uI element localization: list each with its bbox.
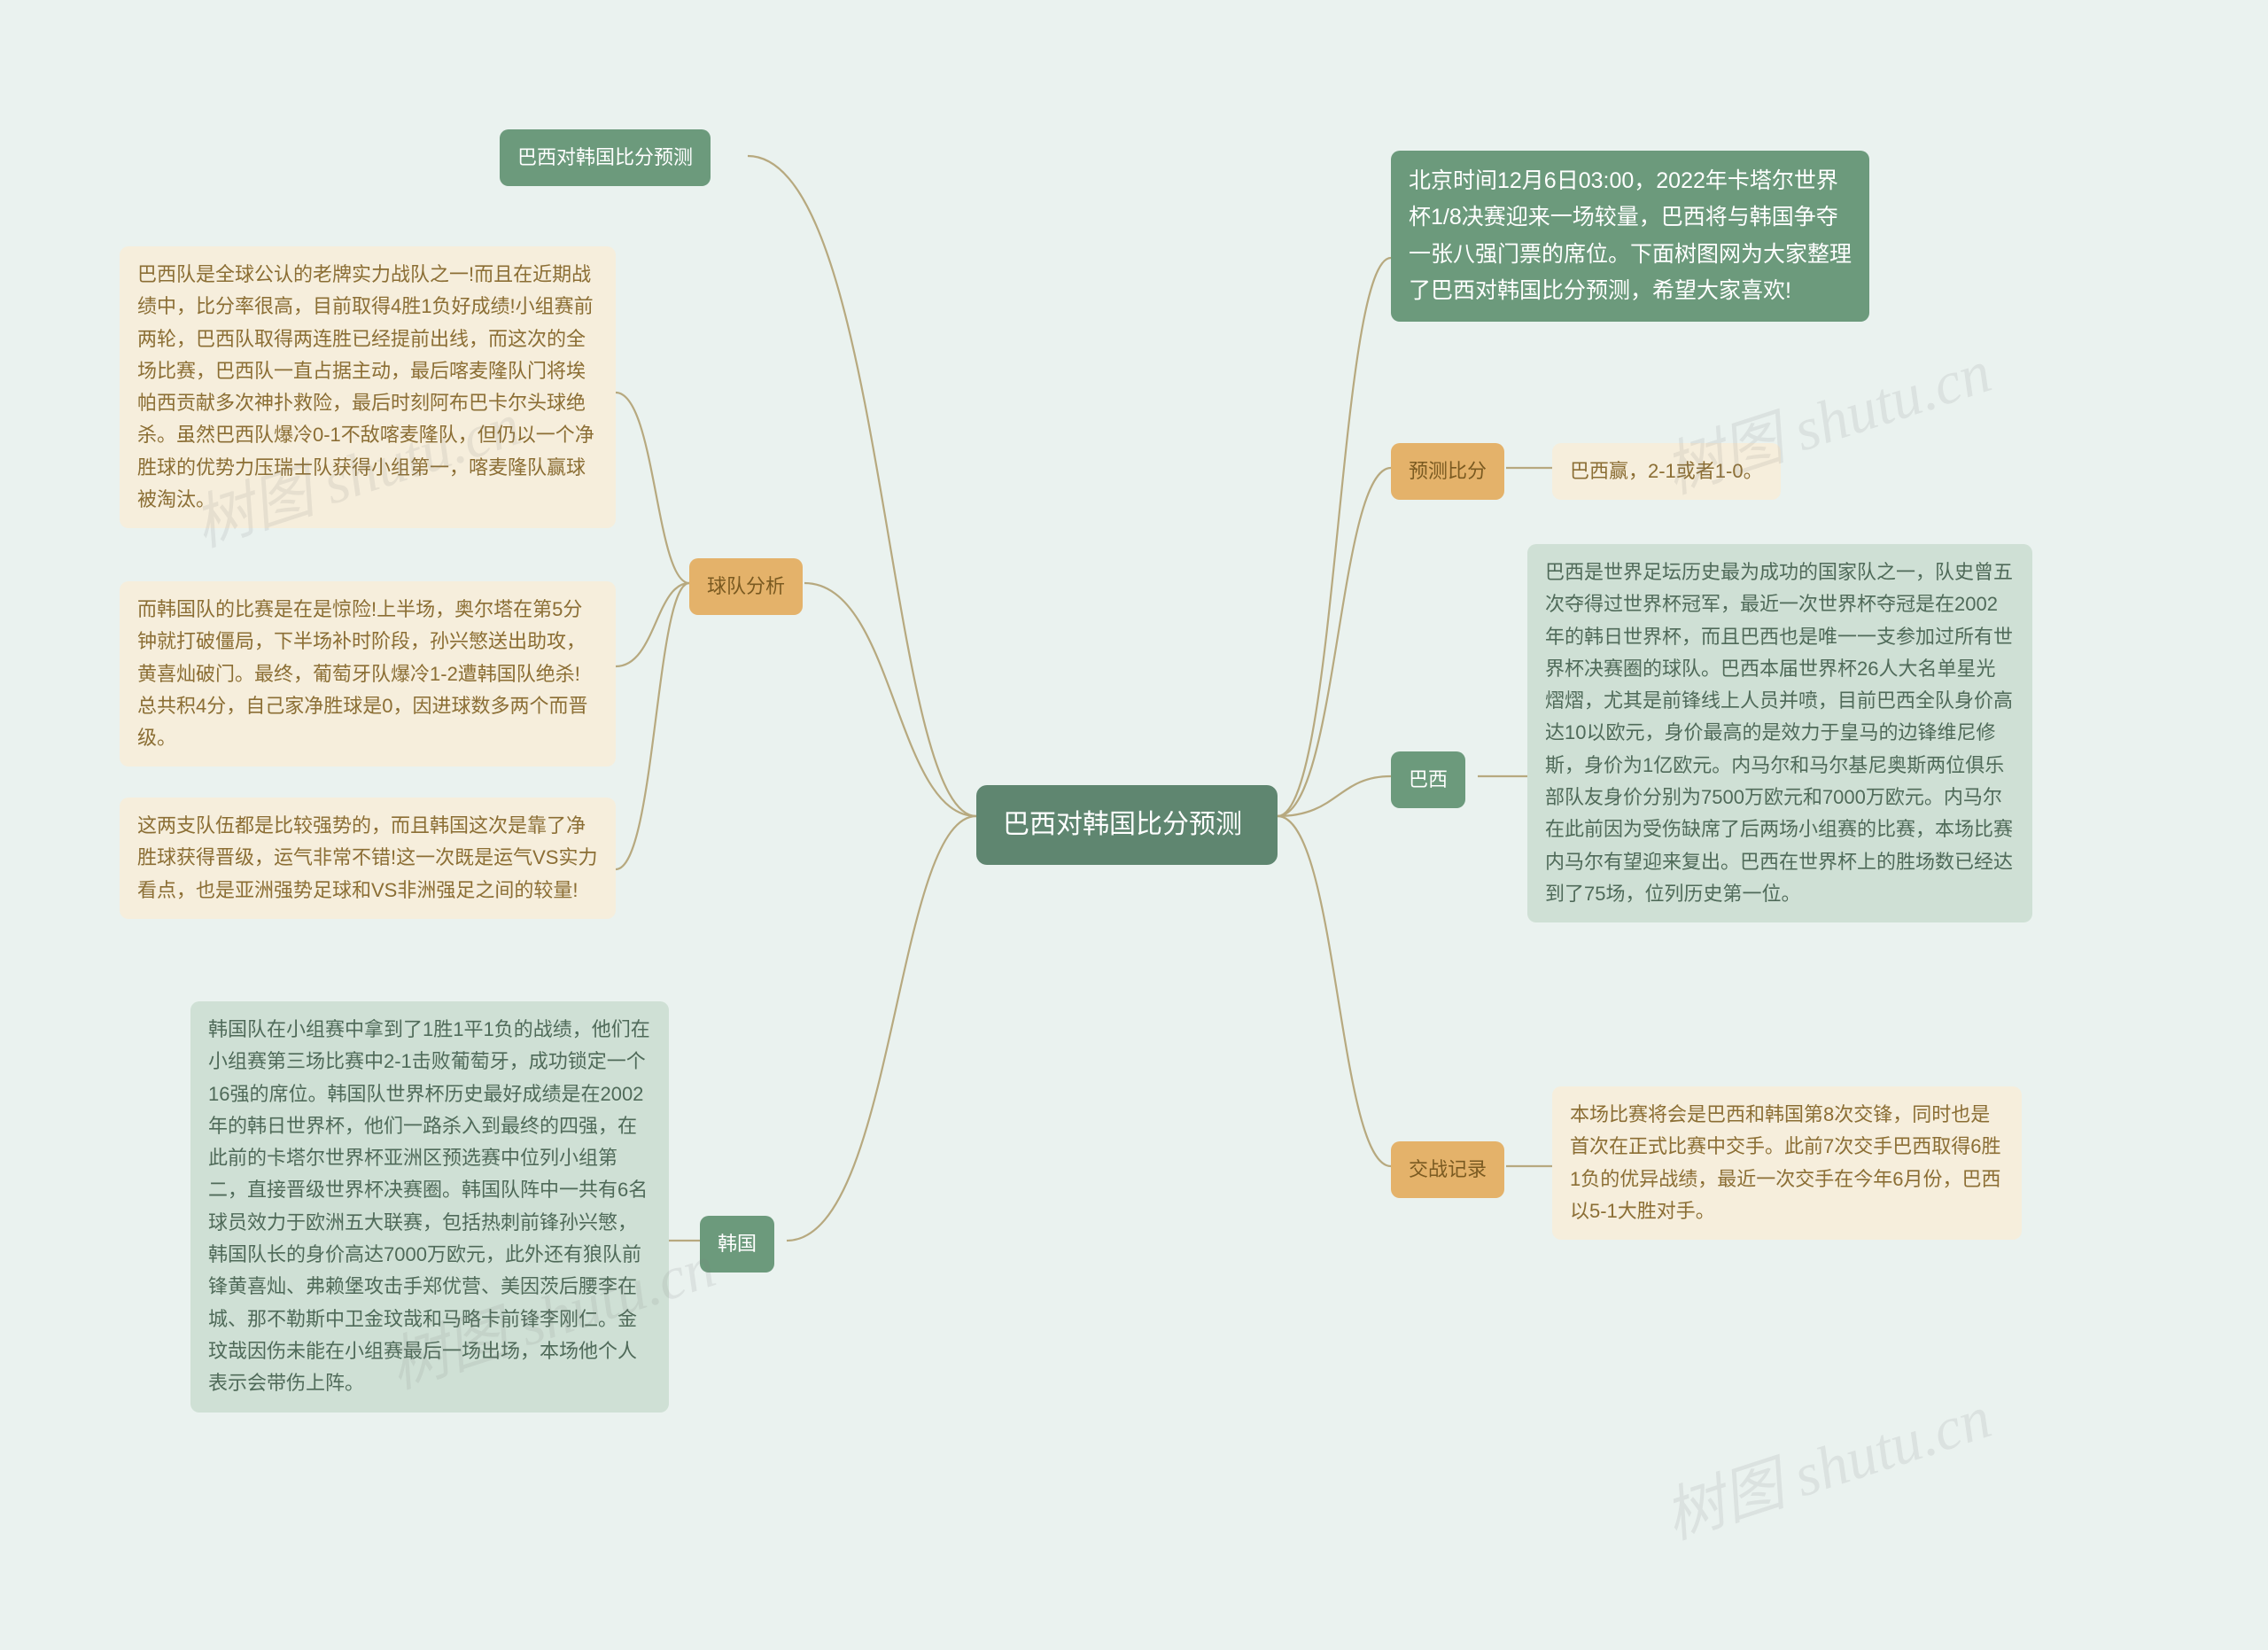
connector-path [1278, 776, 1391, 816]
connector-path [748, 156, 976, 816]
watermark-text: 树图 shutu.cn [1651, 1367, 2000, 1555]
branch-h2h: 交战记录 [1391, 1141, 1504, 1198]
connector-path [616, 393, 689, 583]
connector-path [616, 583, 689, 869]
leaf-h2h-detail: 本场比赛将会是巴西和韩国第8次交锋，同时也是首次在正式比赛中交手。此前7次交手巴… [1552, 1086, 2022, 1240]
branch-team-analysis: 球队分析 [689, 558, 803, 615]
branch-predict: 预测比分 [1391, 443, 1504, 500]
leaf-korea-detail: 韩国队在小组赛中拿到了1胜1平1负的战绩，他们在小组赛第三场比赛中2-1击败葡萄… [190, 1001, 669, 1413]
leaf-brazil-summary: 巴西队是全球公认的老牌实力战队之一!而且在近期战绩中，比分率很高，目前取得4胜1… [120, 246, 616, 528]
leaf-predict-value: 巴西赢，2-1或者1-0。 [1552, 443, 1781, 500]
connector-path [787, 816, 976, 1241]
leaf-brazil-detail: 巴西是世界足坛历史最为成功的国家队之一，队史曾五次夺得过世界杯冠军，最近一次世界… [1527, 544, 2032, 922]
branch-brazil: 巴西 [1391, 751, 1465, 808]
branch-korea: 韩国 [700, 1216, 774, 1273]
connector-path [1278, 816, 1391, 1166]
leaf-intro: 北京时间12月6日03:00，2022年卡塔尔世界杯1/8决赛迎来一场较量，巴西… [1391, 151, 1869, 322]
branch-title-dup: 巴西对韩国比分预测 [500, 129, 711, 186]
leaf-korea-summary: 而韩国队的比赛是在是惊险!上半场，奥尔塔在第5分钟就打破僵局，下半场补时阶段，孙… [120, 581, 616, 767]
connector-path [616, 583, 689, 666]
leaf-both-summary: 这两支队伍都是比较强势的，而且韩国这次是靠了净胜球获得晋级，运气非常不错!这一次… [120, 798, 616, 919]
connector-path [1278, 258, 1391, 816]
connector-path [1278, 468, 1391, 816]
connector-path [804, 583, 976, 816]
center-node: 巴西对韩国比分预测 [976, 785, 1278, 865]
